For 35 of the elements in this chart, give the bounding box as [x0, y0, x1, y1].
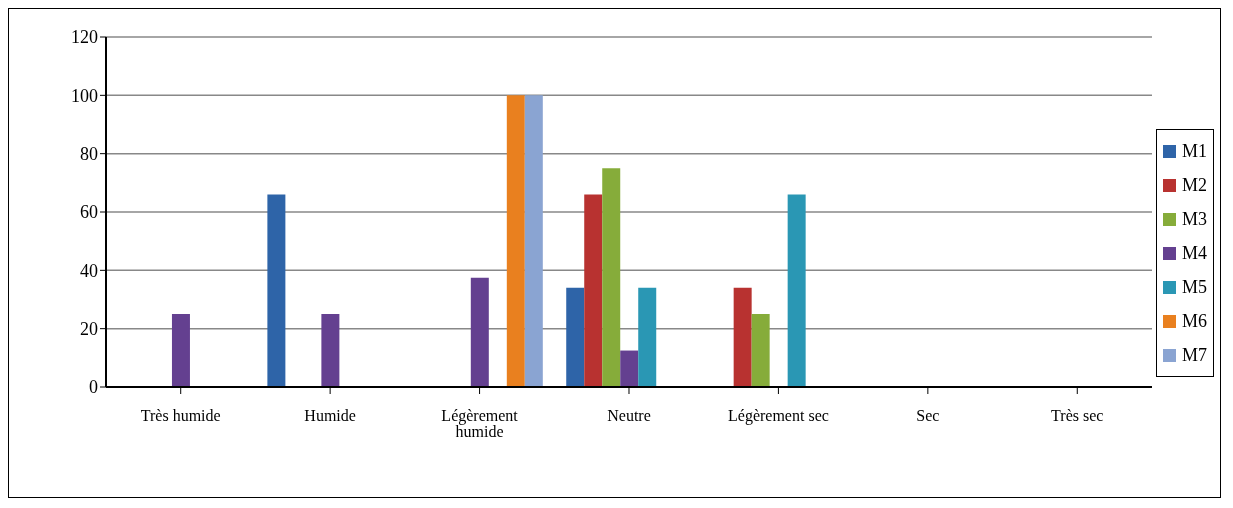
bar: [171, 314, 190, 387]
x-tick-label: Très humide: [140, 407, 221, 425]
bar: [733, 287, 752, 387]
legend-label: M6: [1181, 310, 1207, 332]
x-tick-label: Humide: [304, 407, 356, 425]
x-tick-label: Très sec: [1051, 407, 1104, 425]
y-tick-label: 80: [80, 144, 98, 165]
legend-label: M5: [1181, 276, 1207, 298]
y-tick-label: 120: [71, 27, 98, 48]
bar: [584, 194, 603, 387]
x-tick-label: Neutre: [607, 407, 651, 425]
bar: [620, 350, 639, 387]
bar: [524, 95, 543, 387]
legend-label: M3: [1181, 208, 1207, 230]
y-tick-label: 0: [89, 377, 98, 398]
legend-label: M1: [1181, 140, 1207, 162]
x-tick-label: Légèrement sec: [728, 407, 829, 426]
legend-label: M7: [1181, 344, 1207, 366]
bar: [638, 287, 657, 387]
bar: [470, 277, 489, 387]
legend-label: M4: [1181, 242, 1207, 264]
y-tick-label: 100: [71, 85, 98, 106]
x-tick-label: Sec: [916, 407, 940, 425]
bar: [787, 194, 806, 387]
bar: [321, 314, 340, 387]
x-tick-label: Légèrement humide: [441, 407, 519, 441]
bar: [506, 95, 525, 387]
y-tick-label: 40: [80, 260, 98, 281]
y-tick-label: 20: [80, 319, 98, 340]
bar: [267, 194, 286, 387]
bar: [566, 287, 585, 387]
bar: [751, 314, 770, 387]
bar: [602, 168, 621, 387]
legend-label: M2: [1181, 174, 1207, 196]
y-tick-label: 60: [80, 202, 98, 223]
